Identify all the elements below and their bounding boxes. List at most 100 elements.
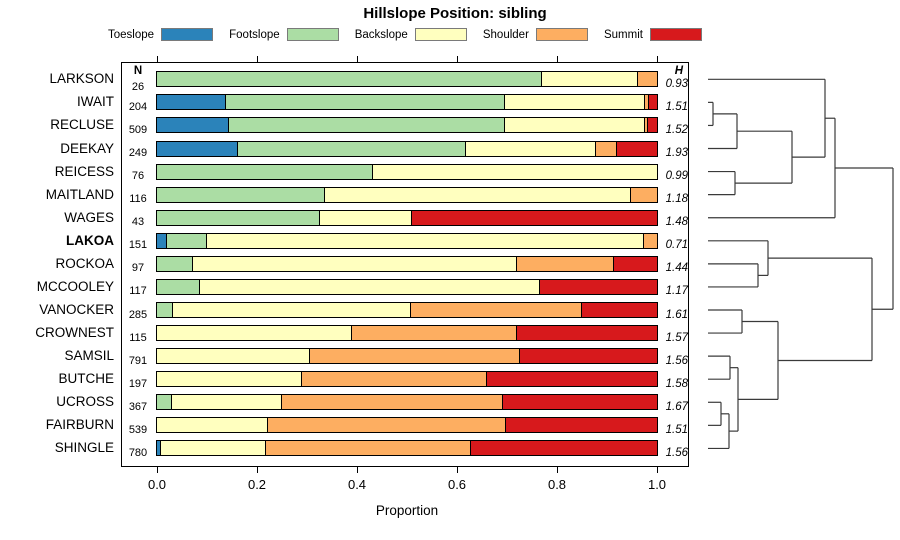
- segment-toeslope: [157, 441, 161, 456]
- n-column-header: N: [133, 65, 143, 77]
- segment-shoulder: [645, 118, 648, 133]
- n-value: 26: [131, 80, 145, 93]
- row-label-reicess: REICESS: [54, 163, 114, 179]
- segment-backslope: [504, 95, 645, 110]
- h-value: 1.48: [665, 216, 688, 229]
- x-tick-bottom: [457, 467, 458, 473]
- bar-maitland: [156, 186, 658, 203]
- row-label-larkson: LARKSON: [49, 71, 114, 87]
- row-label-fairburn: FAIRBURN: [45, 417, 114, 433]
- segment-summit: [519, 349, 657, 364]
- bar-vanocker: [156, 302, 658, 318]
- row-label-samsil: SAMSIL: [64, 348, 114, 364]
- h-column-header: H: [674, 65, 683, 77]
- h-value: 0.99: [665, 170, 688, 183]
- h-value: 1.56: [665, 446, 688, 459]
- segment-shoulder: [267, 418, 506, 433]
- segment-shoulder: [352, 326, 517, 341]
- segment-shoulder: [266, 441, 471, 456]
- bar-iwait: [156, 94, 658, 111]
- n-value: 539: [128, 423, 148, 436]
- h-value: 1.61: [665, 308, 688, 321]
- h-value: 0.93: [665, 77, 688, 90]
- segment-footslope: [157, 72, 542, 87]
- h-value: 1.18: [665, 193, 688, 206]
- row-label-mccooley: MCCOOLEY: [36, 278, 114, 294]
- segment-backslope: [193, 256, 517, 271]
- bar-lakoa: [156, 232, 658, 249]
- x-tick-label: 1.0: [647, 477, 667, 492]
- bar-butche: [156, 371, 658, 388]
- segment-summit: [517, 326, 657, 341]
- n-value: 151: [128, 239, 148, 252]
- h-value: 1.93: [665, 147, 688, 159]
- chart-title: Hillslope Position: sibling: [363, 5, 547, 22]
- segment-footslope: [157, 279, 200, 294]
- legend-swatch-toeslope: [161, 28, 214, 41]
- bar-shingle: [156, 440, 658, 457]
- segment-backslope: [373, 164, 657, 179]
- segment-footslope: [167, 233, 207, 248]
- h-value: 1.57: [665, 331, 688, 344]
- segment-backslope: [542, 72, 638, 87]
- segment-summit: [487, 372, 657, 387]
- n-value: 509: [128, 123, 148, 136]
- row-label-ucross: UCROSS: [56, 394, 114, 410]
- segment-footslope: [157, 256, 193, 271]
- segment-shoulder: [302, 372, 487, 387]
- row-label-maitland: MAITLAND: [45, 186, 114, 202]
- segment-backslope: [157, 349, 310, 364]
- n-value: 97: [131, 262, 145, 275]
- row-label-butche: BUTCHE: [58, 371, 114, 387]
- bar-wages: [156, 209, 658, 226]
- h-value: 1.52: [665, 123, 688, 136]
- segment-footslope: [157, 164, 373, 179]
- bar-samsil: [156, 348, 658, 365]
- x-tick-label: 0.6: [447, 477, 467, 492]
- legend-label: Backslope: [354, 28, 408, 41]
- legend-entry-backslope: Backslope: [355, 28, 467, 41]
- x-tick-label: 0.4: [347, 477, 367, 492]
- row-label-shingle: SHINGLE: [54, 440, 114, 456]
- legend-label: Shoulder: [482, 28, 529, 41]
- segment-shoulder: [309, 349, 520, 364]
- segment-summit: [613, 256, 657, 271]
- h-value: 1.56: [665, 354, 688, 367]
- n-value: 791: [128, 354, 148, 367]
- row-label-lakoa: LAKOA: [66, 232, 114, 248]
- x-tick-top: [557, 56, 558, 62]
- x-tick-top: [157, 56, 158, 62]
- bar-crownest: [156, 325, 658, 342]
- plot-panel: [121, 62, 689, 467]
- row-label-vanocker: VANOCKER: [39, 302, 114, 317]
- segment-shoulder: [411, 303, 582, 317]
- legend-swatch-backslope: [414, 28, 467, 41]
- x-tick-top: [257, 56, 258, 62]
- row-label-deekay: DEEKAY: [60, 140, 114, 156]
- legend-swatch-footslope: [286, 28, 339, 41]
- segment-toeslope: [157, 233, 167, 248]
- x-tick-bottom: [657, 467, 658, 473]
- segment-summit: [539, 279, 657, 294]
- segment-footslope: [157, 210, 320, 225]
- row-label-crownest: CROWNEST: [35, 325, 114, 341]
- x-tick-bottom: [257, 467, 258, 473]
- h-value: 1.67: [665, 400, 688, 413]
- n-value: 116: [129, 193, 147, 206]
- legend-swatch-shoulder: [535, 28, 588, 41]
- segment-backslope: [324, 187, 631, 202]
- legend-label: Footslope: [229, 28, 280, 41]
- x-tick-top: [457, 56, 458, 62]
- segment-backslope: [199, 279, 540, 294]
- x-tick-label: 0.8: [547, 477, 567, 492]
- n-value: 204: [128, 100, 148, 113]
- segment-shoulder: [644, 95, 649, 110]
- n-value: 117: [129, 285, 147, 298]
- h-value: 1.51: [665, 100, 688, 113]
- segment-toeslope: [157, 141, 238, 156]
- x-tick-label: 0.2: [247, 477, 267, 492]
- segment-summit: [502, 395, 657, 410]
- h-value: 0.71: [665, 239, 688, 252]
